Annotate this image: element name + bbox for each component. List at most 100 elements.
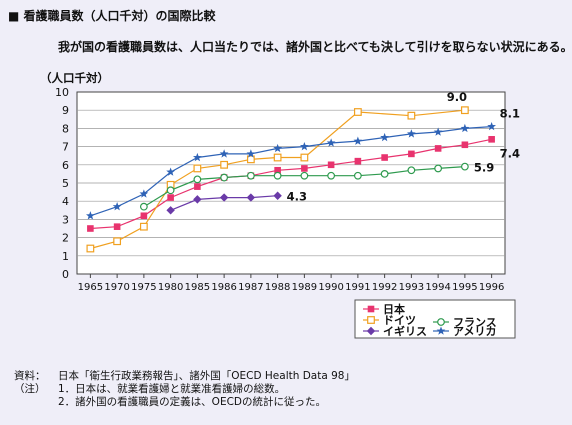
data-point-series-3 bbox=[407, 166, 416, 175]
data-point-series-3 bbox=[139, 202, 148, 211]
series-line-5 bbox=[90, 126, 492, 217]
data-label: 5.9 bbox=[474, 161, 494, 175]
data-point-series-1 bbox=[301, 165, 308, 172]
x-tick-label: 1980 bbox=[158, 282, 183, 293]
data-point-series-3 bbox=[193, 175, 202, 184]
x-tick-label: 1994 bbox=[425, 282, 450, 293]
data-point-series-3 bbox=[353, 171, 362, 180]
y-tick-label: 2 bbox=[62, 232, 69, 245]
data-point-series-5 bbox=[139, 189, 149, 198]
data-point-series-4 bbox=[219, 193, 229, 202]
data-point-series-5 bbox=[460, 123, 470, 133]
data-point-series-2 bbox=[300, 153, 309, 162]
note-row-1: （注） 1．日本は、就業看護婦と就業准看護婦の総数。 bbox=[14, 383, 355, 396]
x-tick-label: 1993 bbox=[399, 282, 424, 293]
data-point-series-3 bbox=[220, 173, 229, 182]
data-point-series-2 bbox=[353, 108, 362, 116]
data-point-series-5 bbox=[219, 149, 229, 158]
series-line-2 bbox=[90, 109, 465, 250]
x-tick-label: 1996 bbox=[479, 282, 504, 293]
source-label: 資料： bbox=[14, 370, 46, 382]
x-tick-label: 1992 bbox=[372, 282, 397, 293]
data-point-series-4 bbox=[246, 193, 256, 202]
data-point-series-1 bbox=[113, 223, 121, 230]
data-point-series-5 bbox=[166, 167, 175, 176]
data-point-series-3 bbox=[460, 162, 469, 171]
legend-label-3: フランス bbox=[453, 316, 497, 329]
notes-label: （注） bbox=[14, 383, 46, 395]
data-point-series-3 bbox=[166, 186, 175, 195]
x-tick-label: 1965 bbox=[78, 282, 103, 293]
data-point-series-2 bbox=[139, 222, 148, 231]
y-tick-label: 0 bbox=[62, 268, 69, 281]
data-point-series-2 bbox=[86, 244, 95, 253]
data-point-series-5 bbox=[326, 138, 336, 147]
data-point-series-3 bbox=[380, 169, 389, 178]
data-point-series-1 bbox=[461, 141, 469, 149]
y-tick-label: 9 bbox=[62, 104, 69, 117]
y-tick-label: 10 bbox=[55, 86, 69, 99]
legend-marker-1 bbox=[367, 305, 375, 313]
data-point-series-5 bbox=[380, 132, 389, 142]
y-tick-label: 8 bbox=[62, 122, 69, 135]
data-point-series-2 bbox=[407, 111, 416, 120]
data-point-series-2 bbox=[246, 155, 255, 164]
data-point-series-5 bbox=[273, 143, 282, 153]
data-point-series-3 bbox=[327, 171, 336, 180]
data-point-series-2 bbox=[460, 106, 469, 115]
y-tick-label: 6 bbox=[62, 159, 69, 172]
y-tick-label: 5 bbox=[62, 177, 69, 190]
data-point-series-3 bbox=[434, 164, 443, 173]
x-tick-label: 1991 bbox=[345, 282, 370, 293]
data-point-series-1 bbox=[488, 136, 495, 143]
x-tick-label: 1987 bbox=[238, 282, 263, 293]
note-2: 2．諸外国の看護職員の定義は、OECDの統計に従った。 bbox=[58, 396, 326, 408]
data-point-series-5 bbox=[86, 211, 95, 220]
x-tick-label: 1970 bbox=[104, 282, 129, 293]
data-point-series-1 bbox=[194, 183, 201, 190]
note-row-2: 2．諸外国の看護職員の定義は、OECDの統計に従った。 bbox=[14, 396, 355, 409]
legend-marker-5 bbox=[436, 326, 446, 335]
data-point-series-1 bbox=[140, 212, 148, 220]
x-tick-label: 1985 bbox=[185, 282, 210, 293]
data-point-series-5 bbox=[407, 129, 416, 138]
data-label: 4.3 bbox=[287, 190, 307, 204]
x-tick-label: 1989 bbox=[292, 282, 317, 293]
y-tick-label: 1 bbox=[62, 250, 69, 263]
legend-marker-3 bbox=[437, 318, 445, 326]
legend-label-2: ドイツ bbox=[383, 314, 416, 327]
data-point-series-3 bbox=[300, 171, 309, 180]
data-point-series-5 bbox=[112, 202, 122, 211]
x-tick-label: 1986 bbox=[211, 282, 236, 293]
x-tick-label: 1995 bbox=[452, 282, 477, 293]
data-point-series-1 bbox=[274, 166, 281, 174]
page-title: ■ 看護職員数（人口千対）の国際比較 bbox=[8, 9, 216, 23]
x-tick-label: 1975 bbox=[131, 282, 156, 293]
y-axis-unit-label: （人口千対） bbox=[40, 71, 109, 85]
legend-marker-4 bbox=[366, 326, 376, 336]
note-1: 1．日本は、就業看護婦と就業准看護婦の総数。 bbox=[58, 383, 286, 395]
legend-label-4: イギリス bbox=[383, 324, 427, 338]
legend-marker-2 bbox=[367, 316, 375, 324]
data-point-series-2 bbox=[273, 153, 282, 162]
data-point-series-1 bbox=[167, 194, 174, 201]
data-point-series-5 bbox=[487, 121, 496, 131]
chart-subtitle: 我が国の看護職員数は、人口当たりでは、諸外国と比べても決して引けを取らない状況に… bbox=[58, 40, 572, 54]
data-point-series-1 bbox=[87, 225, 94, 232]
data-point-series-5 bbox=[300, 142, 309, 151]
source-text: 日本「衛生行政業務報告」、諸外国「OECD Health Data 98」 bbox=[58, 370, 355, 382]
data-point-series-3 bbox=[246, 171, 255, 180]
data-label: 8.1 bbox=[500, 107, 520, 121]
x-tick-label: 1988 bbox=[265, 282, 290, 293]
data-point-series-4 bbox=[273, 191, 282, 200]
data-point-series-5 bbox=[246, 149, 256, 158]
legend-label-5: アメリカ bbox=[453, 325, 496, 338]
data-point-series-3 bbox=[273, 171, 282, 180]
y-tick-label: 7 bbox=[62, 141, 69, 154]
data-point-series-1 bbox=[354, 157, 362, 165]
legend-label-1: 日本 bbox=[383, 302, 405, 316]
data-point-series-1 bbox=[327, 161, 335, 169]
data-point-series-2 bbox=[193, 164, 202, 173]
notes-block: 資料： 日本「衛生行政業務報告」、諸外国「OECD Health Data 98… bbox=[14, 370, 355, 409]
data-label: 7.4 bbox=[500, 146, 520, 160]
